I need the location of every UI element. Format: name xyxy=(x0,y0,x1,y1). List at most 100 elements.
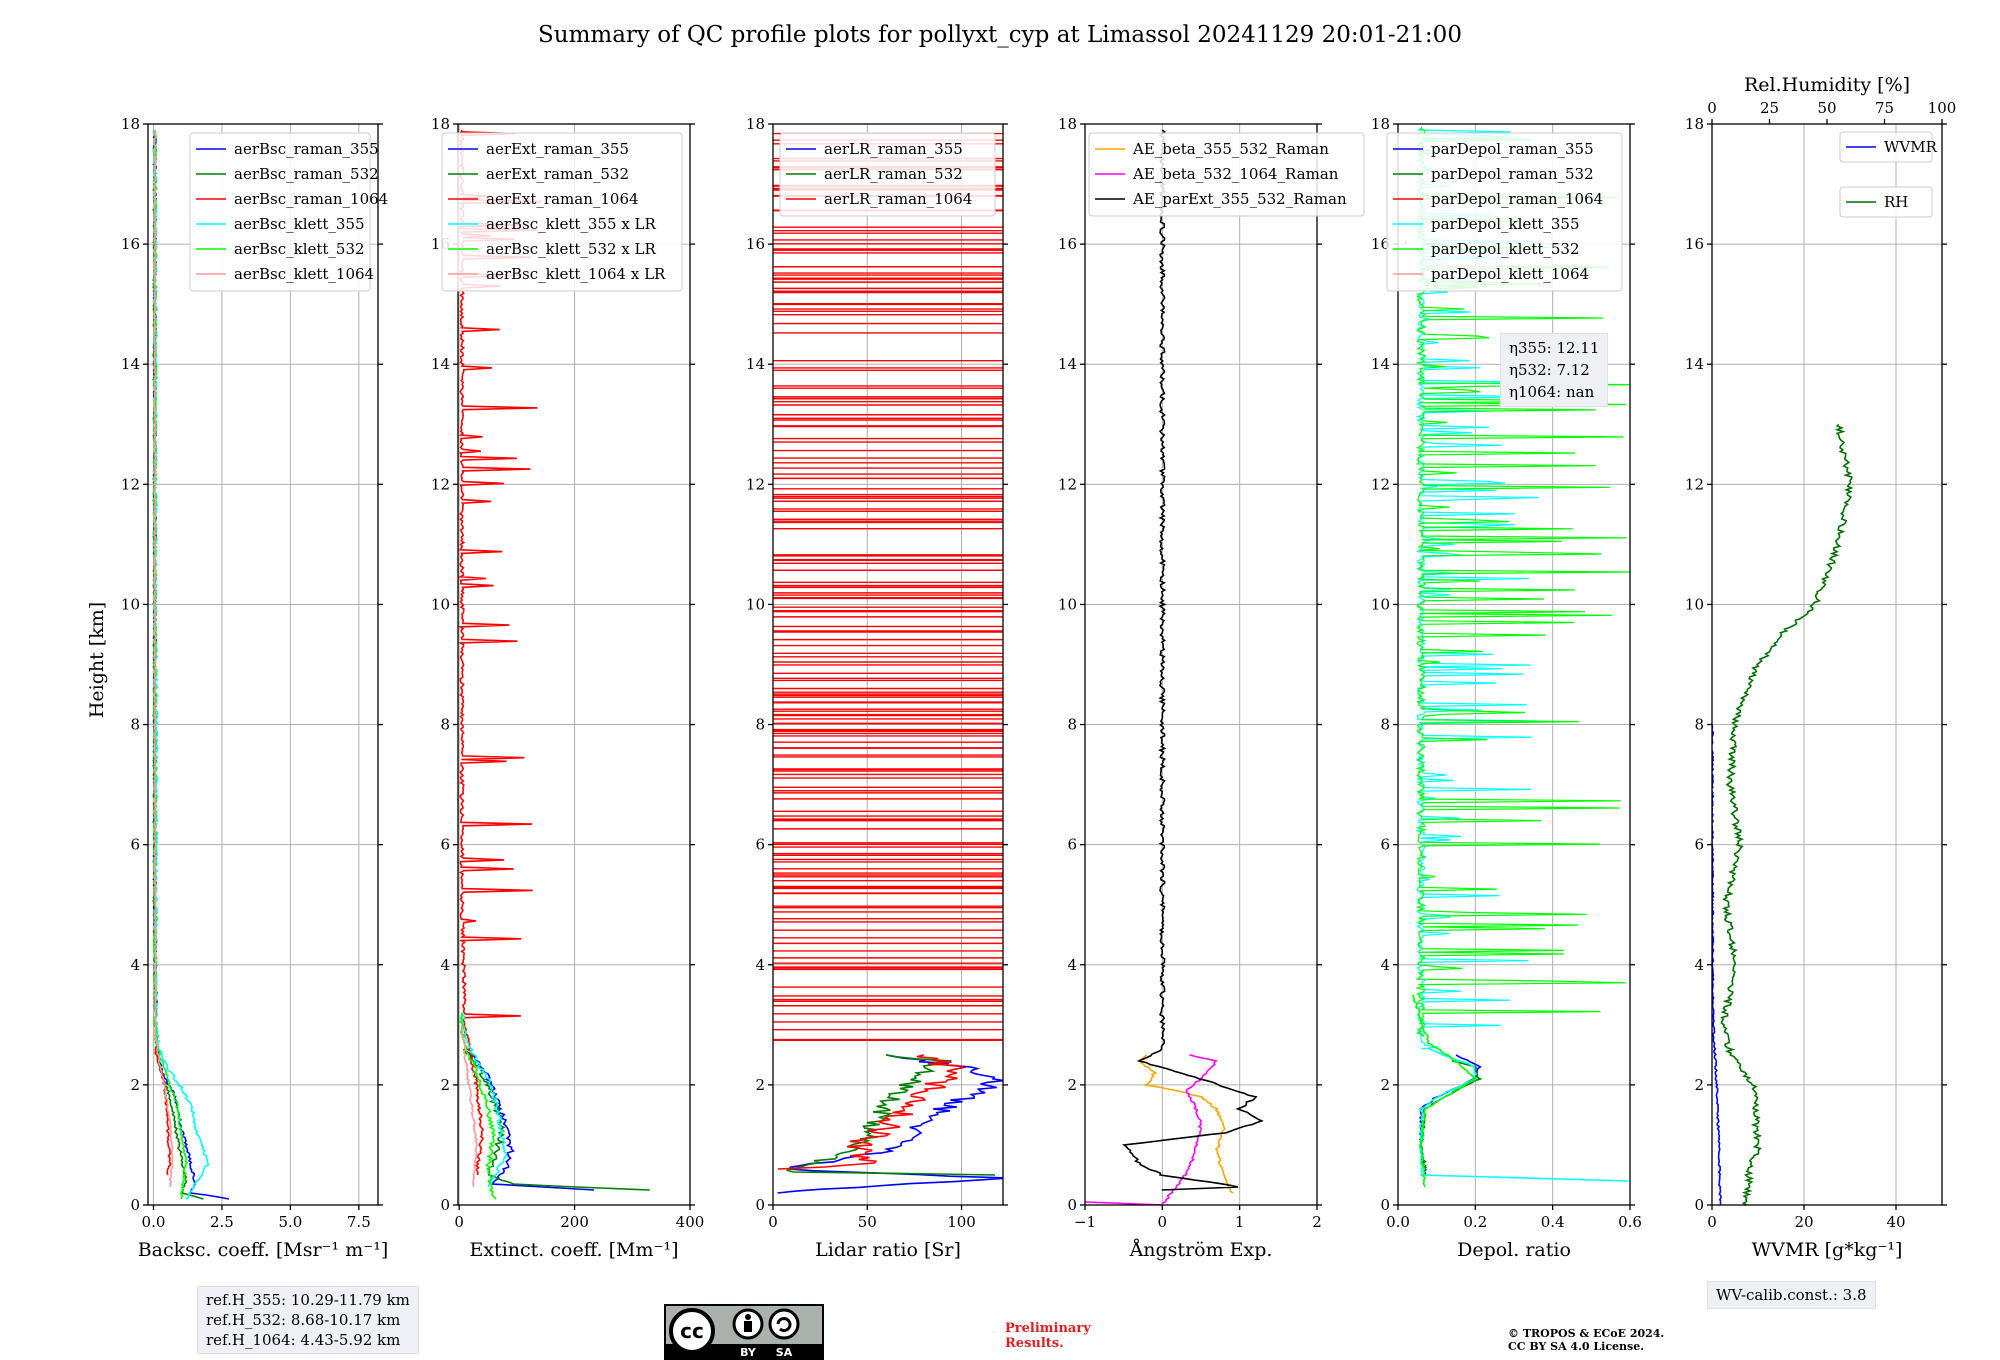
lidar-ratio-stripes xyxy=(773,132,1003,1041)
x-tick-label: 2.5 xyxy=(210,1213,234,1231)
legend-label: parDepol_klett_355 xyxy=(1431,215,1580,233)
series-aerBsc_klett_532 xyxy=(152,129,189,1200)
legend-label: aerBsc_klett_1064 x LR xyxy=(486,265,666,283)
y-tick-label: 4 xyxy=(1694,956,1704,974)
cc-by-sa-license-badge: cc BY SA xyxy=(664,1304,824,1360)
y-tick-label: 0 xyxy=(440,1196,450,1214)
x-tick-label: −1 xyxy=(1074,1213,1096,1231)
y-tick-label: 6 xyxy=(440,836,450,854)
series-aerLR_raman_532 xyxy=(786,1054,996,1176)
y-tick-label: 4 xyxy=(755,956,765,974)
plot-area xyxy=(1712,423,1854,1205)
x-tick-label: 1 xyxy=(1235,1213,1245,1231)
panel-depolarization: 0 2 4 6 8 10 12 14 16 18 0.0 0.2 0.4 0.6 Depol. ratio p… xyxy=(1371,115,1642,1261)
y-tick-label: 12 xyxy=(746,475,765,493)
x-tick-label: 5.0 xyxy=(278,1213,302,1231)
y-tick-label: 18 xyxy=(1371,115,1390,133)
y-tick-label: 14 xyxy=(1371,355,1390,373)
x-tick-label: 0.0 xyxy=(142,1213,166,1231)
y-tick-label: 2 xyxy=(1067,1076,1077,1094)
x-tick-label: 0.4 xyxy=(1541,1213,1565,1231)
series-AE_parExt_355_532_Raman xyxy=(1122,129,1264,1191)
y-tick-label: 18 xyxy=(121,115,140,133)
series-aerBsc_klett_355 x LR xyxy=(460,1012,508,1188)
y-tick-label: 8 xyxy=(440,716,450,734)
preliminary-line-2: Results. xyxy=(1005,1336,1064,1351)
y-tick-label: 16 xyxy=(1371,235,1390,253)
legend: WVMR RH xyxy=(1839,131,1938,218)
y-tick-label: 0 xyxy=(130,1196,140,1214)
ref-height-532: ref.H_532: 8.68-10.17 km xyxy=(206,1311,401,1329)
y-tick-label: 10 xyxy=(1371,595,1390,613)
x-tick-label: 0 xyxy=(768,1213,778,1231)
series-AE_beta_532_1064_Raman xyxy=(1085,1054,1219,1205)
eta-box: η355: 12.11 η532: 7.12 η1064: nan xyxy=(1500,333,1609,407)
legend-label: WVMR xyxy=(1884,138,1938,156)
series-parDepol_klett_532 xyxy=(1412,994,1478,1188)
legend-label: parDepol_raman_532 xyxy=(1431,165,1594,183)
legend-label: aerBsc_raman_355 xyxy=(234,140,379,158)
x-axis-label: Ångström Exp. xyxy=(1129,1239,1273,1261)
y-tick-label: 4 xyxy=(130,956,140,974)
share-alike-icon xyxy=(768,1308,800,1340)
legend-box xyxy=(1088,132,1365,217)
legend-label: aerBsc_raman_532 xyxy=(234,165,379,183)
top-x-tick-label: 50 xyxy=(1817,99,1836,117)
x-axis-label: Depol. ratio xyxy=(1457,1239,1571,1261)
y-tick-label: 10 xyxy=(1058,595,1077,613)
legend-label: aerBsc_klett_1064 xyxy=(234,265,374,283)
y-tick-label: 16 xyxy=(121,235,140,253)
plot-area xyxy=(151,129,230,1200)
legend: AE_beta_355_532_Raman AE_beta_532_1064_Ra… xyxy=(1088,132,1365,217)
x-tick-label: 20 xyxy=(1794,1213,1813,1231)
legend-box xyxy=(441,132,683,292)
legend-label: aerBsc_klett_532 x LR xyxy=(486,240,657,258)
eta-1064: η1064: nan xyxy=(1509,383,1595,401)
y-tick-label: 18 xyxy=(1058,115,1077,133)
x-tick-label: 7.5 xyxy=(347,1213,371,1231)
legend-label: aerExt_raman_1064 xyxy=(486,190,639,208)
x-tick-label: 0 xyxy=(1707,1213,1717,1231)
top-x-tick-label: 25 xyxy=(1760,99,1779,117)
x-axis-label: WVMR [g*kg⁻¹] xyxy=(1752,1239,1903,1261)
top-x-tick-label: 100 xyxy=(1928,99,1957,117)
top-x-tick-label: 0 xyxy=(1707,99,1717,117)
y-tick-label: 8 xyxy=(1694,716,1704,734)
y-tick-label: 0 xyxy=(755,1196,765,1214)
series-aerLR_raman_1064 xyxy=(777,1054,967,1170)
legend-label: parDepol_klett_1064 xyxy=(1431,265,1589,283)
x-tick-label: 0.0 xyxy=(1386,1213,1410,1231)
y-tick-label: 2 xyxy=(440,1076,450,1094)
legend-box xyxy=(1839,131,1933,163)
x-tick-label: 200 xyxy=(560,1213,589,1231)
legend-label: AE_beta_532_1064_Raman xyxy=(1132,165,1339,183)
figure-title: Summary of QC profile plots for pollyxt_… xyxy=(538,22,1462,48)
y-tick-label: 2 xyxy=(1380,1076,1390,1094)
y-tick-label: 2 xyxy=(1694,1076,1704,1094)
legend-label: aerBsc_klett_355 x LR xyxy=(486,215,657,233)
y-tick-label: 14 xyxy=(746,355,765,373)
legend-label: parDepol_raman_355 xyxy=(1431,140,1594,158)
series-RH xyxy=(1720,423,1854,1205)
legend: aerLR_raman_355 aerLR_raman_532 aerLR_rama… xyxy=(779,132,996,217)
panel-lidar_ratio: 0 2 4 6 8 10 12 14 16 18 0 50 100 Lidar ratio [Sr] aer… xyxy=(746,115,1008,1261)
series-parDepol_raman_532 xyxy=(1419,1060,1483,1170)
plot-area xyxy=(458,129,650,1200)
y-tick-label: 4 xyxy=(1067,956,1077,974)
y-tick-label: 14 xyxy=(431,355,450,373)
series-AE_beta_355_532_Raman xyxy=(1137,1054,1234,1194)
legend-label: parDepol_raman_1064 xyxy=(1431,190,1603,208)
legend-label: AE_parExt_355_532_Raman xyxy=(1132,190,1347,208)
copyright-line-1: © TROPOS & ECoE 2024. xyxy=(1508,1327,1665,1340)
series-parDepol_klett_355 xyxy=(1418,1048,1629,1182)
y-tick-label: 0 xyxy=(1694,1196,1704,1214)
y-tick-label: 10 xyxy=(746,595,765,613)
y-tick-label: 12 xyxy=(1685,475,1704,493)
y-tick-label: 2 xyxy=(755,1076,765,1094)
ref-height-1064: ref.H_1064: 4.43-5.92 km xyxy=(206,1331,401,1349)
legend-label: aerExt_raman_532 xyxy=(486,165,629,183)
legend-label: aerLR_raman_1064 xyxy=(824,190,972,208)
y-tick-label: 10 xyxy=(431,595,450,613)
panel-backscatter: 0 2 4 6 8 10 12 14 16 18 0.0 2.5 5.0 7.5 Backsc. coeff… xyxy=(121,115,388,1261)
